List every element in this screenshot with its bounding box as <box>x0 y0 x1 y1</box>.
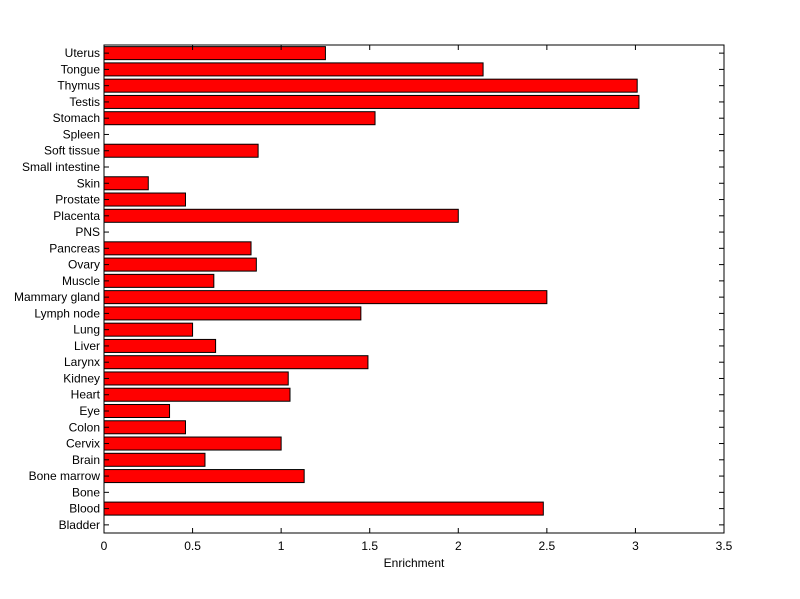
bar-lung <box>103 322 194 337</box>
bar-cervix <box>103 436 282 451</box>
y-tick-label: Heart <box>71 388 101 402</box>
y-tick-label: Testis <box>69 95 100 109</box>
bar-colon <box>103 420 186 435</box>
bar-uterus <box>103 46 326 61</box>
y-tick-label: Ovary <box>68 258 100 272</box>
y-tick-label: Skin <box>77 176 100 190</box>
bar-thymus <box>103 78 638 93</box>
bar-stomach <box>103 111 376 126</box>
y-tick-label: Stomach <box>53 111 100 125</box>
y-tick-label: Bone <box>72 485 100 499</box>
x-tick-label: 2.5 <box>539 539 556 553</box>
x-tick-label: 3.5 <box>716 539 733 553</box>
plot-area <box>103 44 725 534</box>
y-tick-label: Pancreas <box>49 241 100 255</box>
y-tick-label: Colon <box>69 420 100 434</box>
bar-lymph-node <box>103 306 362 321</box>
x-tick-label: 0.5 <box>184 539 201 553</box>
x-ticks-layer: 0 0.5 1 1.5 2 2.5 3 3.5 <box>101 45 733 553</box>
bar-bone-marrow <box>103 469 305 484</box>
bar-ovary <box>103 257 257 272</box>
x-tick-label: 2 <box>455 539 462 553</box>
y-tick-label: Thymus <box>57 79 100 93</box>
bar-soft-tissue <box>103 143 259 158</box>
y-tick-label: Lymph node <box>34 306 100 320</box>
bar-placenta <box>103 208 459 223</box>
y-tick-label: Small intestine <box>22 160 100 174</box>
y-tick-label: Uterus <box>65 46 100 60</box>
y-tick-label: Muscle <box>62 274 100 288</box>
y-tick-label: Blood <box>69 502 100 516</box>
x-tick-label: 3 <box>632 539 639 553</box>
y-tick-label: Spleen <box>63 127 100 141</box>
bar-prostate <box>103 192 186 207</box>
bar-tongue <box>103 62 484 77</box>
y-tick-label: Bladder <box>59 518 100 532</box>
bar-testis <box>103 94 640 109</box>
bar-brain <box>103 452 206 467</box>
bar-muscle <box>103 273 215 288</box>
y-tick-label: Lung <box>73 323 100 337</box>
bar-kidney <box>103 371 289 386</box>
bar-pancreas <box>103 241 252 256</box>
bars-layer <box>103 46 640 516</box>
y-tick-label: Soft tissue <box>44 144 100 158</box>
bar-blood <box>103 501 544 516</box>
y-tick-label: Cervix <box>66 437 100 451</box>
y-tick-label: Prostate <box>55 193 100 207</box>
bar-larynx <box>103 355 369 370</box>
y-tick-label: Eye <box>79 404 100 418</box>
y-tick-label: Tongue <box>61 62 101 76</box>
x-axis-label: Enrichment <box>384 556 445 570</box>
x-tick-label: 0 <box>101 539 108 553</box>
bar-liver <box>103 338 217 353</box>
x-tick-label: 1 <box>278 539 285 553</box>
bar-eye <box>103 403 171 419</box>
bar-mammary-gland <box>103 290 548 305</box>
y-tick-label: Liver <box>74 339 100 353</box>
bar-skin <box>103 176 149 191</box>
bar-heart <box>103 387 291 402</box>
x-tick-label: 1.5 <box>361 539 378 553</box>
y-tick-label: Kidney <box>63 371 100 385</box>
y-tick-label: Larynx <box>64 355 100 369</box>
y-tick-label: Bone marrow <box>29 469 101 483</box>
y-tick-label: Brain <box>72 453 100 467</box>
y-tick-label: Mammary gland <box>14 290 100 304</box>
y-tick-label: Placenta <box>53 209 100 223</box>
y-tick-label: PNS <box>75 225 100 239</box>
y-ticks-layer: Uterus Tongue Thymus Testis Stomach Spleen Sof… <box>14 46 724 532</box>
